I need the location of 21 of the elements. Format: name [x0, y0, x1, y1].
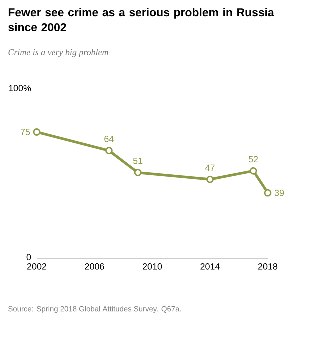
- point: [264, 189, 272, 197]
- chart-subtitle: Crime is a very big problem: [8, 49, 108, 58]
- data-label: 75: [20, 129, 30, 136]
- point: [105, 147, 113, 155]
- point: [33, 128, 41, 136]
- data-label: 52: [248, 156, 258, 163]
- point: [206, 176, 214, 184]
- x-tick-label: 2014: [200, 264, 220, 270]
- y-tick-label: 100%: [9, 85, 32, 92]
- x-tick-label: 2006: [85, 264, 104, 270]
- point: [250, 167, 258, 175]
- data-label: 39: [274, 190, 284, 196]
- y-tick-label: 0: [26, 254, 32, 260]
- data-label: 51: [133, 158, 143, 164]
- data-label: 64: [104, 136, 114, 142]
- x-tick-label: 2010: [142, 264, 162, 270]
- x-tick-label: 2002: [27, 264, 47, 270]
- data-label: 47: [205, 164, 215, 172]
- point: [134, 169, 142, 177]
- chart-title: Fewer see crime as a serious problem in Russia since 2002: [8, 8, 274, 32]
- x-tick-label: 2018: [258, 264, 278, 270]
